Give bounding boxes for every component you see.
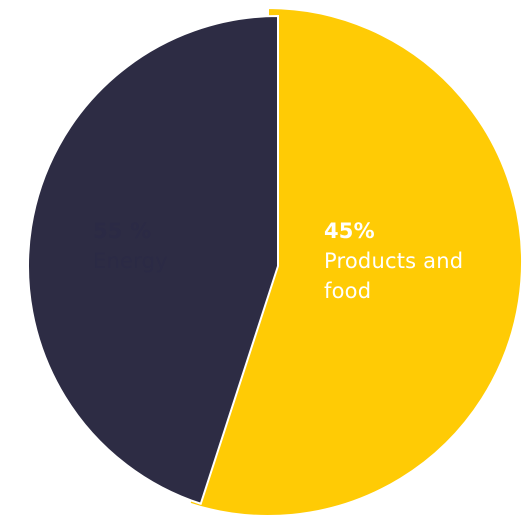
slice-label-products-and-food: 45% Products and food bbox=[324, 216, 464, 306]
slice-label-energy: 55 % Energy bbox=[93, 216, 168, 276]
slice-name-products-and-food: Products and food bbox=[324, 249, 464, 303]
pie-slice-products-and-food bbox=[27, 14, 279, 506]
slice-percent-energy: 55 % bbox=[93, 219, 152, 243]
slice-percent-products-and-food: 45% bbox=[324, 219, 375, 243]
slice-name-energy: Energy bbox=[93, 249, 168, 273]
